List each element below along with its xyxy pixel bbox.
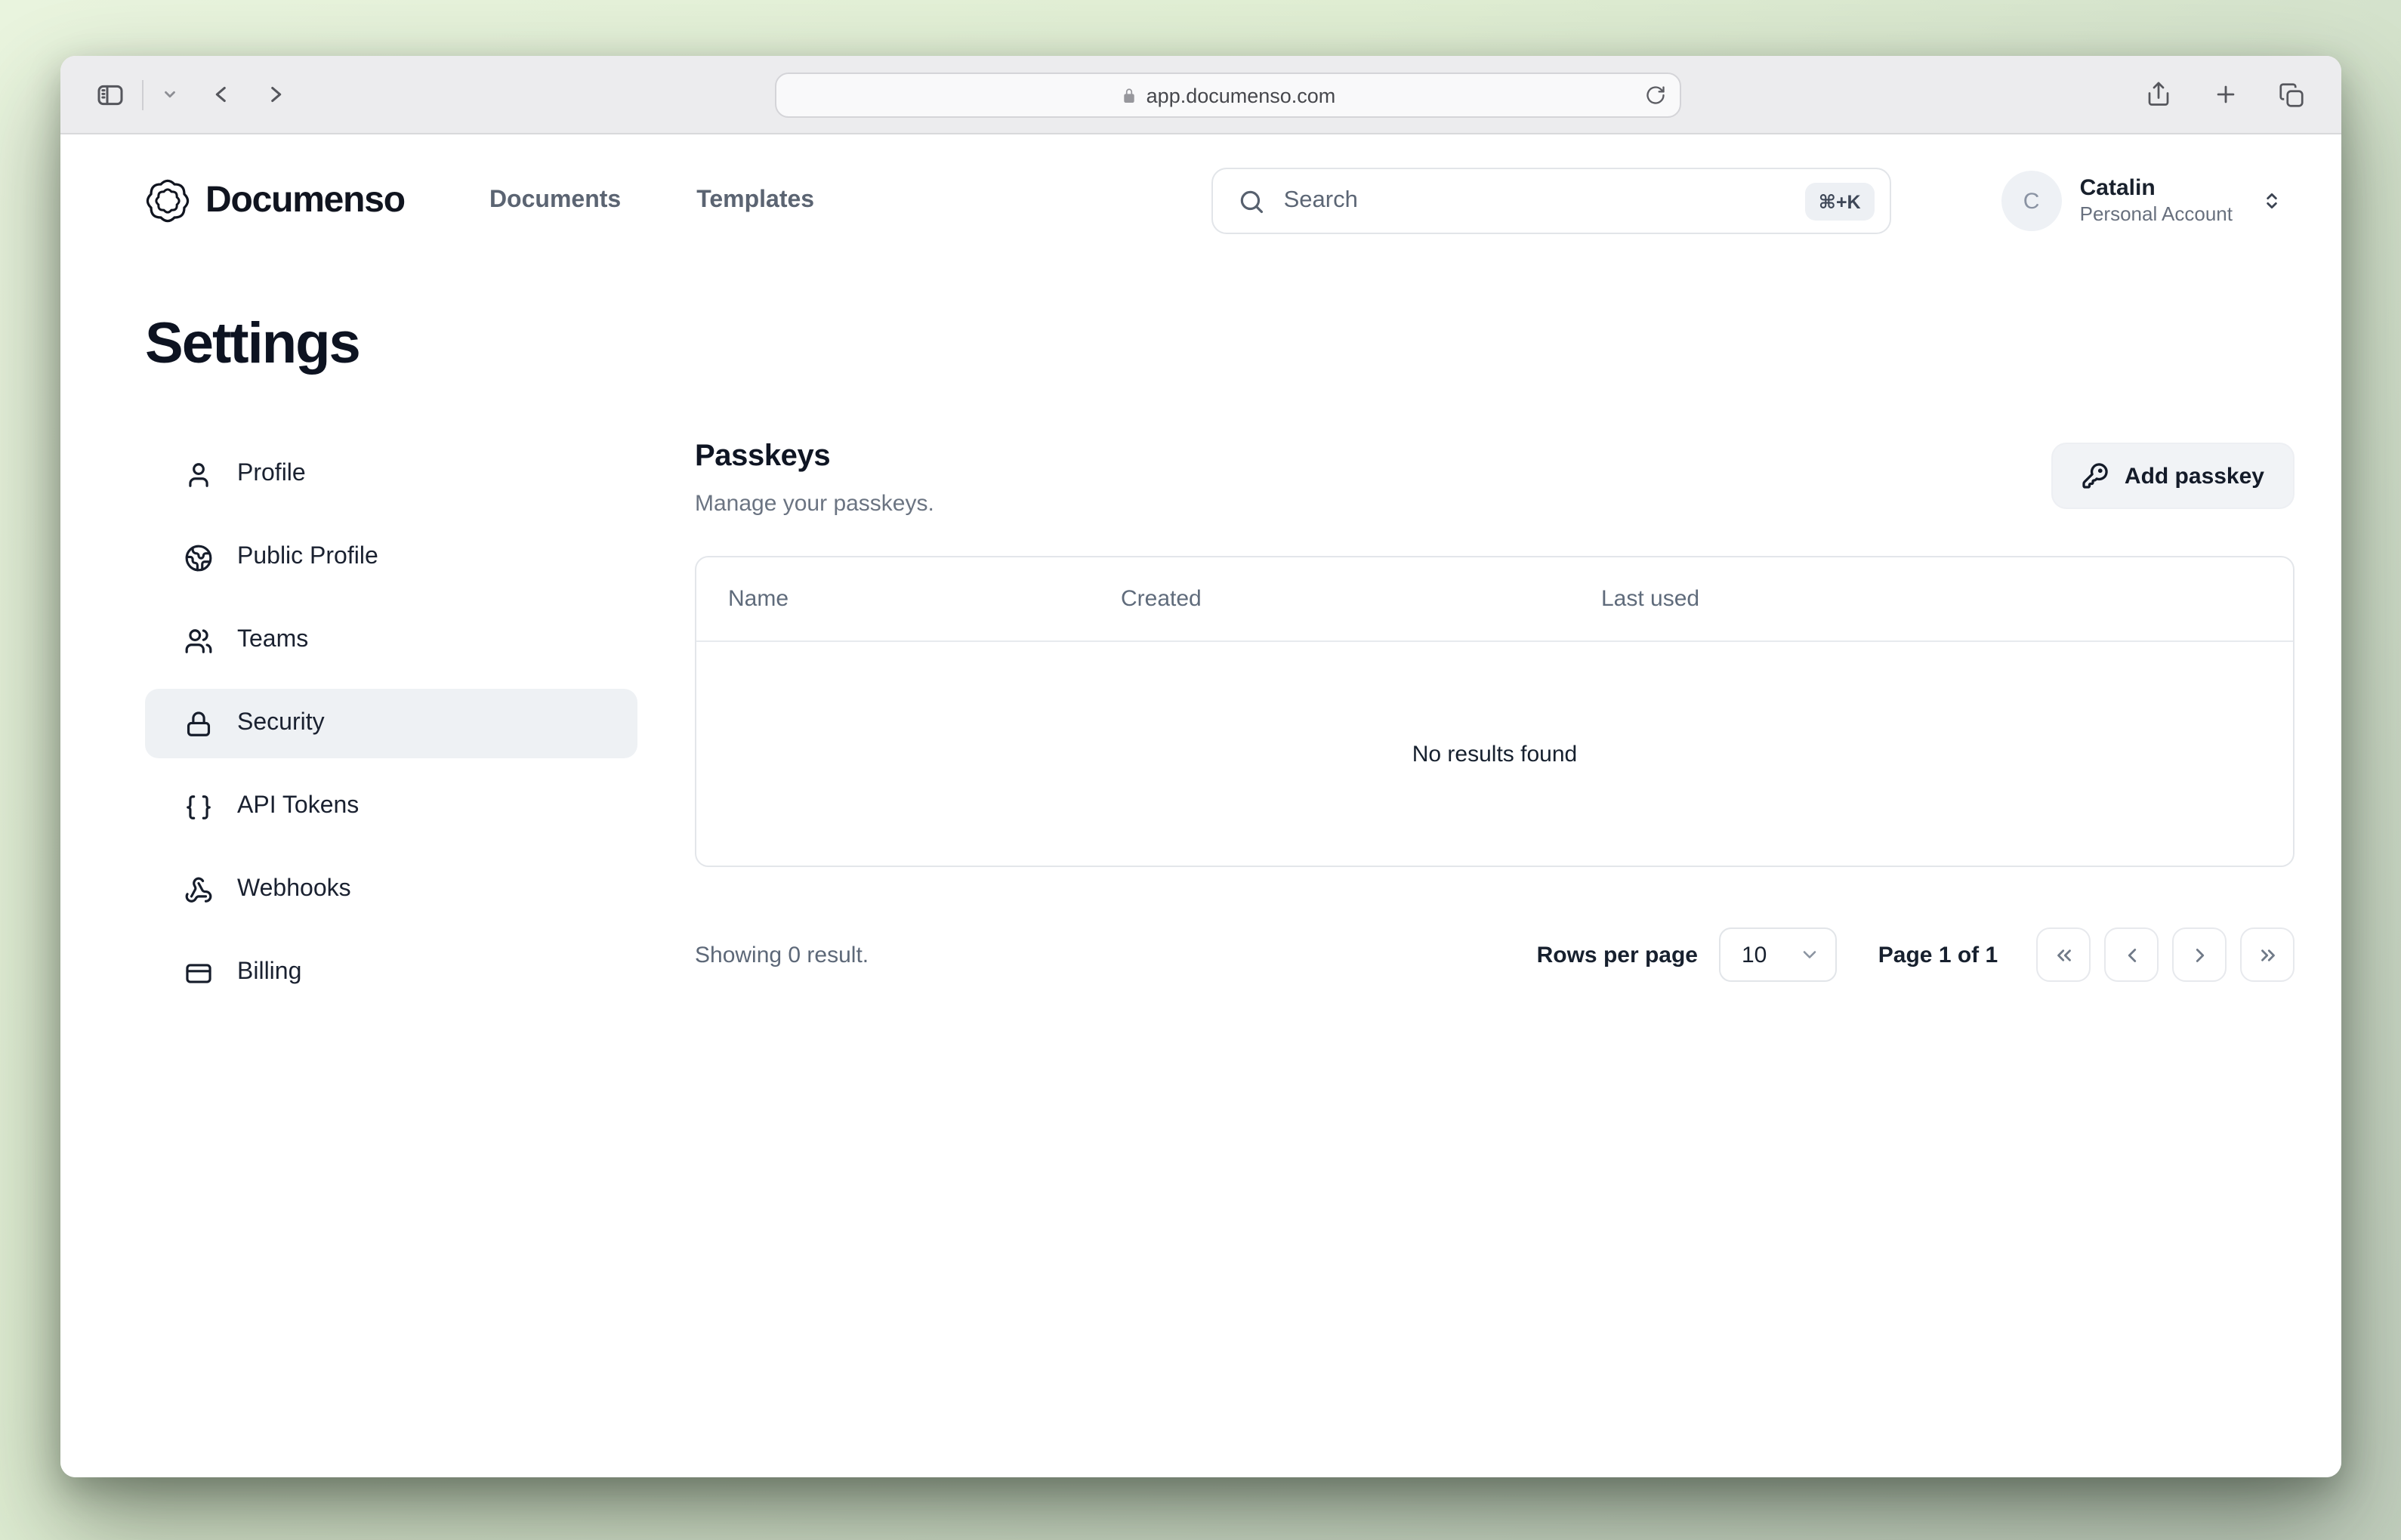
table-footer: Showing 0 result. Rows per page 10 Page … (695, 927, 2295, 982)
brand[interactable]: Documenso (145, 178, 406, 224)
first-page-button[interactable] (2036, 927, 2091, 982)
rows-per-page-label: Rows per page (1536, 942, 1698, 968)
search-input[interactable]: Search ⌘+K (1211, 168, 1891, 234)
passkeys-table: Name Created Last used No results found (695, 556, 2295, 867)
sidebar-item-public-profile[interactable]: Public Profile (145, 523, 637, 592)
page-body: Settings Profile (60, 246, 2341, 1021)
rows-per-page-value: 10 (1742, 942, 1767, 968)
passkeys-header-text: Passkeys Manage your passkeys. (695, 440, 934, 517)
app-header: Documenso Documents Templates Search ⌘+K… (60, 134, 2341, 246)
sidebar-toggle-icon[interactable] (88, 73, 133, 116)
nav-templates[interactable]: Templates (696, 187, 815, 213)
sidebar-item-webhooks[interactable]: Webhooks (145, 855, 637, 924)
sidebar-item-api-tokens[interactable]: API Tokens (145, 772, 637, 841)
chevron-right-icon (2195, 948, 2204, 961)
column-header-last-used: Last used (1601, 586, 1700, 612)
users-icon (184, 626, 213, 655)
search-icon (1237, 187, 1266, 215)
results-summary: Showing 0 result. (695, 942, 869, 968)
sidebar-item-profile[interactable]: Profile (145, 440, 637, 509)
previous-page-button[interactable] (2104, 927, 2159, 982)
account-texts: Catalin Personal Account (2080, 174, 2233, 227)
address-bar[interactable]: app.documenso.com (775, 73, 1681, 118)
lock-icon (1121, 85, 1137, 105)
toolbar-chevron-down-icon[interactable] (153, 73, 186, 116)
share-icon[interactable] (2136, 73, 2181, 116)
app-content: Documenso Documents Templates Search ⌘+K… (60, 134, 2341, 1477)
nav-documents[interactable]: Documents (489, 187, 622, 213)
braces-icon (184, 792, 213, 821)
add-passkey-button[interactable]: Add passkey (2051, 443, 2295, 509)
documenso-logo-icon (145, 178, 190, 224)
passkeys-section: Passkeys Manage your passkeys. Add passk… (695, 440, 2295, 1021)
page-status: Page 1 of 1 (1878, 942, 1998, 968)
globe-icon (184, 543, 213, 572)
chevron-down-icon (1799, 944, 1820, 965)
column-header-created: Created (1121, 586, 1202, 612)
chevrons-left-icon (2057, 949, 2070, 961)
credit-card-icon (184, 958, 213, 987)
browser-toolbar: app.documenso.com (60, 56, 2341, 134)
toolbar-divider (142, 79, 144, 110)
table-body: No results found (696, 642, 2293, 866)
empty-state-text: No results found (1412, 741, 1578, 767)
next-page-button[interactable] (2172, 927, 2227, 982)
column-header-name: Name (728, 586, 789, 612)
browser-window: app.documenso.com (60, 56, 2341, 1477)
pagination (2036, 927, 2295, 982)
lock-icon (184, 709, 213, 738)
page-title: Settings (145, 313, 361, 376)
user-icon (184, 460, 213, 489)
back-button-icon[interactable] (198, 73, 243, 116)
key-icon (2082, 462, 2109, 489)
account-menu[interactable]: C Catalin Personal Account (2001, 171, 2284, 231)
chevrons-right-icon (2261, 949, 2274, 961)
new-tab-icon[interactable] (2202, 73, 2248, 116)
chevron-left-icon (2127, 948, 2136, 961)
last-page-button[interactable] (2240, 927, 2295, 982)
sidebar-item-billing[interactable]: Billing (145, 938, 637, 1008)
avatar: C (2001, 171, 2062, 231)
reload-icon[interactable] (1645, 85, 1666, 106)
search-placeholder: Search (1283, 187, 1358, 213)
account-name: Catalin (2079, 174, 2156, 200)
rows-per-page-select[interactable]: 10 (1719, 927, 1837, 982)
account-type: Personal Account (2079, 202, 2233, 226)
settings-sidebar: Profile Public Profile Tea (145, 440, 637, 1021)
tab-overview-icon[interactable] (2269, 73, 2314, 116)
sidebar-item-teams[interactable]: Teams (145, 606, 637, 675)
main-nav: Documents Templates (489, 187, 814, 214)
passkeys-description: Manage your passkeys. (695, 491, 934, 517)
sidebar-item-security[interactable]: Security (145, 689, 637, 758)
brand-name: Documenso (205, 180, 406, 221)
url-text: app.documenso.com (1146, 84, 1336, 106)
search-shortcut-badge: ⌘+K (1804, 182, 1875, 220)
chevrons-up-down-icon (2260, 189, 2284, 213)
forward-button-icon[interactable] (252, 73, 298, 116)
table-header-row: Name Created Last used (696, 557, 2293, 642)
add-passkey-label: Add passkey (2124, 463, 2264, 489)
passkeys-title: Passkeys (695, 440, 831, 473)
webhook-icon (184, 875, 213, 904)
